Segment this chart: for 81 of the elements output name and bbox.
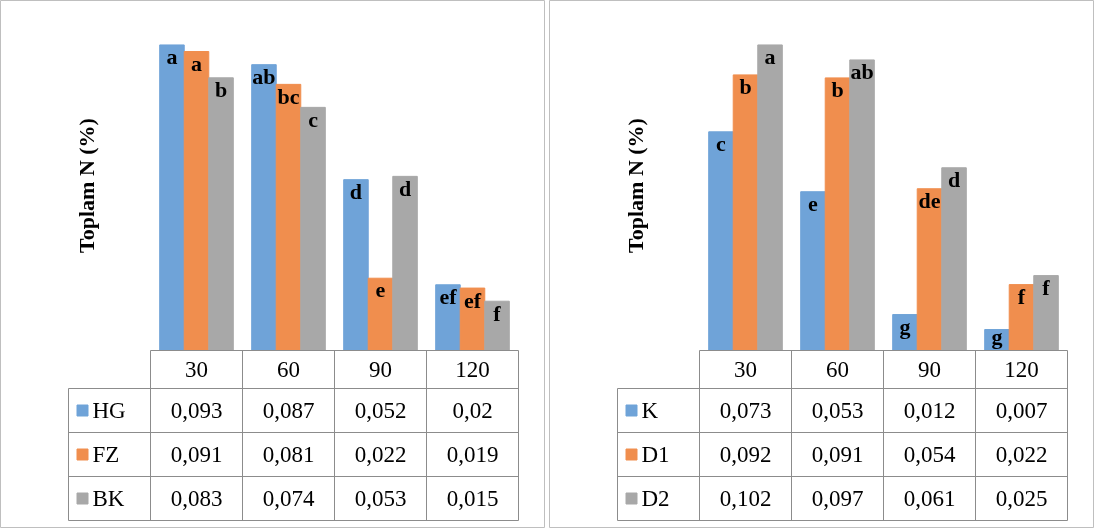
x-tick-label: 90	[918, 357, 941, 382]
annotation: f	[1042, 275, 1051, 301]
data-label: 0,074	[262, 486, 315, 511]
data-label: 0,015	[446, 486, 499, 511]
x-tick-label: 60	[277, 357, 300, 382]
x-tick-label: 120	[1004, 357, 1039, 382]
annotation: b	[214, 77, 228, 103]
bar	[732, 74, 759, 351]
data-label: 0,091	[811, 442, 864, 467]
annotation: g	[991, 324, 1003, 349]
bar	[208, 77, 234, 351]
bar	[800, 191, 826, 351]
data-label: 0,053	[354, 486, 407, 511]
annotation: ef	[439, 284, 458, 310]
annotation: a	[191, 51, 202, 77]
bar	[757, 44, 783, 351]
annotation: e	[375, 277, 386, 303]
annotation: d	[947, 167, 961, 193]
data-label: 0,092	[719, 442, 772, 467]
bar	[708, 131, 734, 351]
bar	[343, 179, 369, 351]
data-label: 0,054	[903, 442, 956, 467]
data-label: 0,091	[170, 442, 223, 467]
legend-label: FZ	[92, 442, 120, 467]
data-label: 0,087	[262, 398, 315, 423]
data-label: 0,02	[452, 398, 493, 423]
data-label: 0,012	[903, 398, 956, 423]
data-label: 0,083	[170, 486, 223, 511]
bar	[824, 77, 851, 351]
data-label: 0,097	[811, 486, 864, 511]
data-label: 0,025	[995, 486, 1048, 511]
annotation: b	[739, 74, 752, 100]
legend-label: BK	[92, 486, 125, 511]
bar	[159, 44, 185, 351]
data-label: 0,053	[811, 398, 864, 423]
bar	[941, 167, 967, 351]
annotation: g	[899, 314, 911, 340]
bar	[183, 51, 210, 351]
data-label: 0,102	[719, 486, 772, 511]
y-axis-title: Toplam N (%)	[74, 118, 99, 253]
annotation: a	[166, 44, 178, 70]
legend-label: K	[641, 398, 659, 423]
bar	[484, 300, 510, 351]
bar	[1033, 275, 1059, 351]
bar	[251, 64, 277, 351]
data-label: 0,022	[995, 442, 1048, 467]
data-label: 0,052	[354, 398, 407, 423]
annotation: de	[918, 188, 941, 214]
annotation: d	[349, 179, 363, 205]
annotation: bc	[277, 83, 300, 109]
annotation: a	[764, 44, 776, 70]
data-label: 0,061	[903, 486, 956, 511]
data-label: 0,022	[354, 442, 407, 467]
annotation: b	[831, 77, 844, 103]
data-label: 0,093	[170, 398, 223, 423]
annotation: d	[398, 175, 412, 201]
data-label: 0,073	[719, 398, 772, 423]
bar	[275, 83, 302, 351]
annotation: e	[808, 190, 819, 216]
legend-label: HG	[92, 398, 126, 423]
x-tick-label: 90	[369, 357, 392, 382]
annotation: c	[716, 131, 727, 157]
x-tick-label: 60	[826, 357, 849, 382]
annotation: ef	[463, 287, 482, 313]
x-tick-label: 30	[185, 357, 208, 382]
legend-label: D2	[641, 486, 670, 511]
data-label: 0,081	[262, 442, 315, 467]
annotation: f	[493, 300, 502, 326]
annotation: ab	[252, 64, 276, 90]
bar	[392, 175, 418, 351]
y-axis-title: Toplam N (%)	[623, 118, 648, 253]
data-label: 0,019	[446, 442, 499, 467]
x-tick-label: 120	[455, 357, 490, 382]
bar	[849, 59, 875, 351]
annotation: f	[1017, 284, 1026, 310]
bar	[300, 106, 326, 351]
annotation: ab	[850, 59, 874, 85]
annotation: c	[308, 106, 319, 132]
data-label: 0,007	[995, 398, 1048, 423]
legend-label: D1	[641, 442, 670, 467]
x-tick-label: 30	[734, 357, 757, 382]
